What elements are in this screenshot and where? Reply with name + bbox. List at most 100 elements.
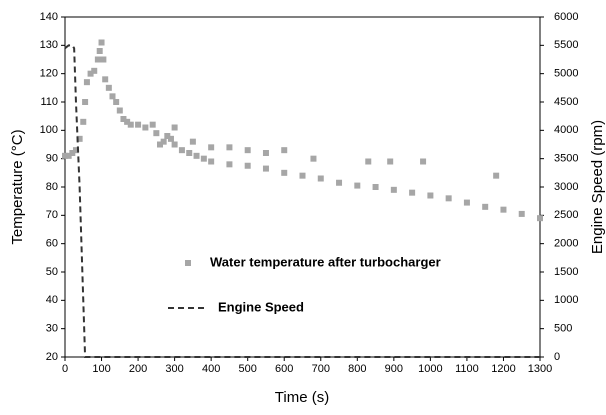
data-point bbox=[124, 118, 131, 125]
data-point bbox=[537, 215, 543, 222]
data-point bbox=[493, 172, 500, 179]
data-point bbox=[94, 56, 101, 63]
data-point bbox=[102, 76, 109, 83]
legend-label: Water temperature after turbocharger bbox=[210, 254, 441, 269]
data-point bbox=[72, 147, 79, 154]
y2-tick-label: 6000 bbox=[554, 11, 578, 23]
x-tick-label: 500 bbox=[239, 363, 257, 375]
data-point bbox=[171, 141, 178, 148]
data-point bbox=[109, 93, 116, 100]
x-tick-label: 800 bbox=[348, 363, 366, 375]
data-point bbox=[76, 135, 83, 142]
x-axis-label: Time (s) bbox=[275, 389, 329, 406]
data-point bbox=[149, 121, 156, 128]
data-point bbox=[336, 179, 343, 186]
legend-marker bbox=[185, 260, 191, 266]
y2-tick-label: 5500 bbox=[554, 39, 578, 51]
data-point bbox=[482, 203, 489, 210]
y2-tick-label: 2000 bbox=[554, 238, 578, 250]
data-point bbox=[226, 144, 233, 151]
y-tick-label: 120 bbox=[40, 68, 58, 80]
data-point bbox=[226, 161, 233, 168]
data-point bbox=[193, 152, 200, 159]
y-tick-label: 100 bbox=[40, 124, 58, 136]
y2-axis-label: Engine Speed (rpm) bbox=[589, 120, 606, 254]
data-point bbox=[167, 135, 174, 142]
y-tick-label: 140 bbox=[40, 11, 58, 23]
y-tick-label: 130 bbox=[40, 39, 58, 51]
x-tick-label: 200 bbox=[129, 363, 147, 375]
data-point bbox=[105, 84, 112, 91]
data-point bbox=[310, 155, 317, 162]
data-point bbox=[445, 195, 452, 202]
y2-tick-label: 3000 bbox=[554, 181, 578, 193]
data-point bbox=[186, 150, 193, 156]
x-tick-label: 0 bbox=[62, 363, 68, 375]
x-tick-label: 1300 bbox=[528, 363, 552, 375]
data-point bbox=[157, 141, 163, 148]
data-point bbox=[82, 99, 89, 105]
y2-tick-label: 0 bbox=[554, 351, 560, 363]
data-point bbox=[244, 147, 251, 154]
data-point bbox=[142, 124, 149, 131]
y-tick-label: 60 bbox=[46, 238, 58, 250]
x-tick-label: 300 bbox=[165, 363, 183, 375]
data-point bbox=[189, 138, 196, 145]
data-point bbox=[96, 48, 103, 54]
y-tick-label: 110 bbox=[40, 96, 58, 108]
data-point bbox=[500, 206, 507, 213]
y-tick-label: 70 bbox=[46, 209, 58, 221]
data-point bbox=[262, 150, 269, 156]
data-point bbox=[281, 147, 288, 154]
y2-tick-label: 1000 bbox=[554, 294, 578, 306]
y2-tick-label: 4500 bbox=[554, 96, 578, 108]
data-point bbox=[80, 118, 87, 125]
data-point bbox=[178, 147, 185, 154]
data-point bbox=[83, 79, 90, 86]
x-tick-label: 1200 bbox=[491, 363, 515, 375]
data-line bbox=[64, 44, 540, 358]
data-point bbox=[372, 184, 379, 190]
data-point bbox=[518, 210, 525, 217]
x-tick-label: 1000 bbox=[418, 363, 442, 375]
data-point bbox=[113, 99, 120, 105]
y-tick-label: 50 bbox=[46, 266, 58, 278]
x-tick-label: 700 bbox=[312, 363, 330, 375]
data-point bbox=[420, 158, 427, 165]
y-tick-label: 80 bbox=[46, 181, 58, 193]
y-tick-label: 20 bbox=[46, 351, 58, 363]
data-point bbox=[69, 150, 76, 156]
y-axis-label: Temperature (°C) bbox=[9, 129, 26, 244]
data-point bbox=[317, 175, 324, 182]
data-point bbox=[463, 199, 470, 206]
data-point bbox=[409, 189, 416, 196]
y2-tick-label: 2500 bbox=[554, 209, 578, 221]
data-point bbox=[171, 124, 178, 131]
y2-tick-label: 4000 bbox=[554, 124, 578, 136]
data-point bbox=[62, 152, 68, 159]
y-tick-label: 40 bbox=[46, 294, 58, 306]
data-point bbox=[120, 116, 127, 122]
data-point bbox=[208, 158, 215, 165]
data-point bbox=[365, 158, 372, 165]
data-point bbox=[100, 56, 107, 63]
data-point bbox=[427, 192, 434, 199]
data-point bbox=[164, 133, 171, 139]
x-tick-label: 900 bbox=[385, 363, 403, 375]
data-point bbox=[160, 138, 167, 145]
data-point bbox=[390, 186, 397, 193]
data-point bbox=[299, 172, 306, 179]
data-point bbox=[244, 162, 251, 169]
data-point bbox=[98, 39, 105, 46]
y2-tick-label: 3500 bbox=[554, 153, 578, 165]
data-point bbox=[387, 158, 394, 165]
y-tick-label: 90 bbox=[46, 153, 58, 165]
y2-tick-label: 500 bbox=[554, 323, 572, 335]
data-point bbox=[116, 107, 123, 114]
x-tick-label: 1100 bbox=[455, 363, 479, 375]
data-point bbox=[354, 182, 361, 189]
data-point bbox=[87, 70, 94, 77]
data-point bbox=[65, 152, 72, 159]
